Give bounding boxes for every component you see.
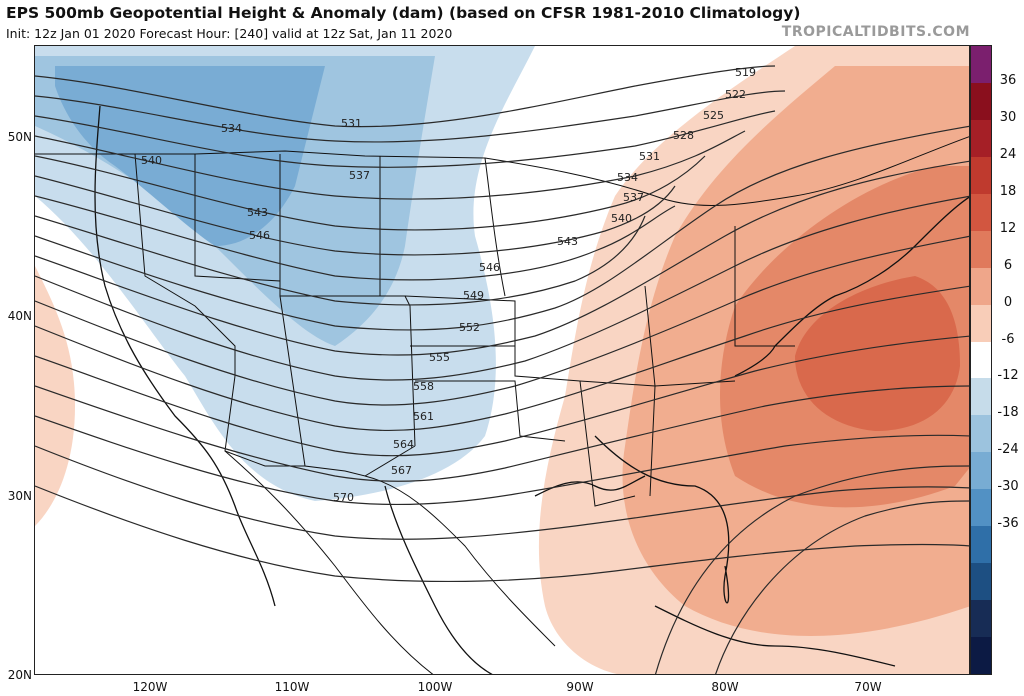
- contour-label: 531: [639, 150, 660, 163]
- colorbar-tick-label: -12: [997, 368, 1019, 384]
- contour-label: 543: [557, 235, 578, 248]
- contour-label: 567: [391, 464, 412, 477]
- contour-label: 549: [463, 289, 484, 302]
- lon-label: 110W: [274, 680, 310, 694]
- height-contours: [35, 65, 969, 674]
- contour-label-west: 531: [341, 117, 362, 130]
- anomaly-colorbar: [970, 45, 992, 675]
- colorbar-tick-label: 6: [1003, 257, 1013, 273]
- contour-label: 522: [725, 88, 746, 101]
- contour-label: 564: [393, 438, 414, 451]
- colorbar-segment: [971, 230, 991, 268]
- colorbar-tick-label: 30: [999, 109, 1017, 125]
- contour-label-west: 540: [141, 154, 162, 167]
- contour-label-west: 546: [249, 229, 270, 242]
- colorbar-tick-label: 12: [999, 220, 1017, 236]
- map-title: EPS 500mb Geopotential Height & Anomaly …: [6, 4, 801, 22]
- contour-label-west: 543: [247, 206, 268, 219]
- map-graphic: 519 522 525 528 531 534 537 540 543 546 …: [35, 46, 969, 674]
- colorbar-segment: [971, 193, 991, 231]
- lat-label: 30N: [7, 489, 32, 503]
- colorbar-tick-label: -36: [997, 516, 1019, 532]
- colorbar-segment: [971, 452, 991, 490]
- colorbar-segment: [971, 637, 991, 674]
- lat-label: 40N: [7, 309, 32, 323]
- colorbar-tick-label: 24: [999, 146, 1017, 162]
- anomaly-positive-west: [35, 266, 75, 526]
- colorbar-tick-label: -30: [997, 479, 1019, 495]
- map-subtitle: Init: 12z Jan 01 2020 Forecast Hour: [24…: [6, 26, 453, 41]
- contour-label-west: 534: [221, 122, 242, 135]
- colorbar-segment: [971, 46, 991, 83]
- lon-label: 100W: [417, 680, 453, 694]
- colorbar-segment: [971, 304, 991, 342]
- lat-label: 20N: [7, 668, 32, 682]
- colorbar-segment: [971, 378, 991, 416]
- contour-label: 558: [413, 380, 434, 393]
- colorbar-tick-label: -24: [997, 442, 1019, 458]
- contour-label: 570: [333, 491, 354, 504]
- lon-label: 120W: [132, 680, 168, 694]
- contour-label: 534: [617, 171, 638, 184]
- map-panel[interactable]: 519 522 525 528 531 534 537 540 543 546 …: [34, 45, 970, 675]
- colorbar-segment: [971, 156, 991, 194]
- contour-label: 555: [429, 351, 450, 364]
- contour-label: 519: [735, 66, 756, 79]
- colorbar-segment: [971, 526, 991, 564]
- anomaly-negative-dark: [55, 66, 325, 246]
- colorbar-segment: [971, 119, 991, 157]
- contour-label-west: 537: [349, 169, 370, 182]
- site-credit: TROPICALTIDBITS.COM: [781, 24, 970, 40]
- lat-label: 50N: [7, 130, 32, 144]
- colorbar-segment: [971, 415, 991, 453]
- contour-label: 540: [611, 212, 632, 225]
- contour-label: 561: [413, 410, 434, 423]
- contour-label: 546: [479, 261, 500, 274]
- colorbar-tick-label: -18: [997, 405, 1019, 421]
- colorbar-segment: [971, 563, 991, 601]
- contour-label: 525: [703, 109, 724, 122]
- contour-label: 552: [459, 321, 480, 334]
- lon-label: 70W: [854, 680, 882, 694]
- colorbar-segment: [971, 267, 991, 305]
- colorbar-segment: [971, 600, 991, 637]
- contour-label: 537: [623, 191, 644, 204]
- lon-label: 80W: [711, 680, 739, 694]
- colorbar-segment: [971, 341, 991, 379]
- colorbar-segment: [971, 82, 991, 120]
- contour-labels: 519 522 525 528 531 534 537 540 543 546 …: [141, 66, 756, 504]
- colorbar-tick-label: -6: [1001, 331, 1015, 347]
- colorbar-tick-label: 36: [999, 72, 1017, 88]
- colorbar-tick-label: 0: [1003, 294, 1013, 310]
- political-boundaries: [35, 136, 969, 674]
- anomaly-positive-core: [795, 276, 960, 431]
- colorbar-segment: [971, 489, 991, 527]
- colorbar-tick-label: 18: [999, 183, 1017, 199]
- contour-label: 528: [673, 129, 694, 142]
- lon-label: 90W: [566, 680, 594, 694]
